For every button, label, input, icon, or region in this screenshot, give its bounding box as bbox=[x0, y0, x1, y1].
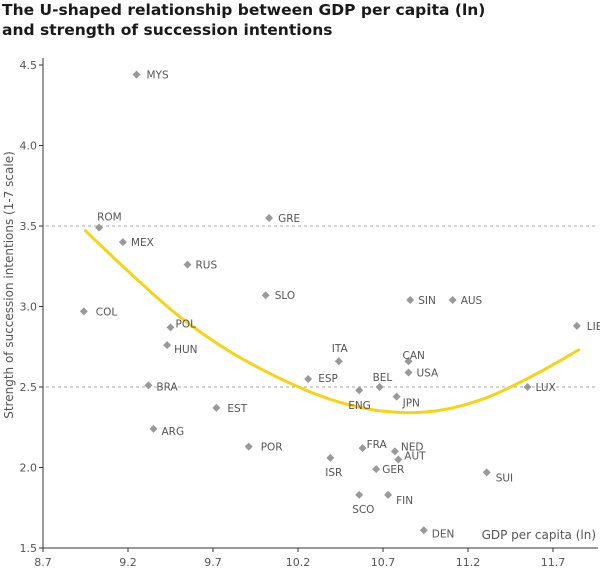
point-marker-lie bbox=[572, 321, 581, 330]
point-label-est: EST bbox=[227, 403, 247, 415]
point-label-pol: POL bbox=[176, 318, 197, 330]
point-marker-esp bbox=[304, 374, 313, 383]
point-marker-ned bbox=[390, 447, 399, 456]
axis-layer: 1.5 2.0 2.5 3.0 3.5 4.0 4.5 8.7 9.2 9.7 10.2 10.7 11… bbox=[20, 58, 598, 569]
point-label-bra: BRA bbox=[156, 381, 178, 393]
point-marker-aut bbox=[394, 455, 403, 464]
point-label-usa: USA bbox=[417, 368, 440, 380]
point-label-sui: SUI bbox=[496, 472, 513, 484]
x-tick-label: 9.2 bbox=[119, 556, 137, 569]
point-marker-pol bbox=[166, 323, 175, 332]
y-tick-label: 3.0 bbox=[20, 301, 38, 314]
point-marker-por bbox=[244, 442, 253, 451]
point-marker-fra bbox=[358, 444, 367, 453]
point-label-eng: ENG bbox=[348, 400, 371, 412]
point-label-rom: ROM bbox=[97, 212, 122, 224]
x-tick-label: 9.7 bbox=[204, 556, 222, 569]
point-marker-sin bbox=[406, 296, 415, 305]
point-label-ita: ITA bbox=[332, 343, 349, 355]
point-marker-den bbox=[419, 526, 428, 535]
trend-curve bbox=[84, 229, 580, 415]
trend-layer bbox=[84, 229, 580, 415]
point-layer: MYS ROM MEX GRE RUS SLO COL POL HUN BRA EST ARG POR I… bbox=[79, 70, 600, 540]
point-label-aut: AUT bbox=[404, 450, 426, 462]
y-tick-label: 3.5 bbox=[20, 220, 38, 233]
point-label-isr: ISR bbox=[325, 467, 342, 479]
point-marker-ita bbox=[334, 357, 343, 366]
point-label-ned: NED bbox=[401, 441, 424, 453]
point-marker-usa bbox=[404, 368, 413, 377]
point-marker-isr bbox=[326, 453, 335, 462]
y-tick-label: 2.0 bbox=[20, 462, 38, 475]
point-marker-bel bbox=[375, 383, 384, 391]
point-label-ger: GER bbox=[382, 464, 404, 476]
point-label-can: CAN bbox=[403, 350, 425, 362]
grid-layer bbox=[40, 225, 598, 388]
y-tick-label: 4.0 bbox=[20, 140, 38, 153]
point-marker-gre bbox=[265, 213, 274, 222]
point-marker-aus bbox=[448, 296, 457, 305]
x-axis-label: GDP per capita (ln) bbox=[482, 528, 596, 542]
point-marker-col bbox=[79, 307, 88, 316]
point-label-hun: HUN bbox=[174, 344, 197, 356]
point-label-mys: MYS bbox=[147, 70, 169, 82]
point-marker-arg bbox=[149, 424, 158, 433]
point-label-arg: ARG bbox=[162, 426, 185, 438]
point-marker-lux bbox=[523, 383, 532, 391]
x-tick-label: 11.2 bbox=[456, 556, 481, 569]
chart-title: The U-shaped relationship between GDP pe… bbox=[2, 1, 486, 39]
point-label-rus: RUS bbox=[196, 260, 218, 272]
point-marker-est bbox=[212, 403, 221, 412]
point-marker-hun bbox=[163, 341, 172, 350]
point-label-gre: GRE bbox=[278, 213, 300, 225]
point-label-esp: ESP bbox=[318, 373, 338, 385]
y-tick-label: 4.5 bbox=[20, 59, 38, 72]
point-marker-sco bbox=[355, 490, 364, 499]
point-label-bel: BEL bbox=[373, 372, 393, 384]
point-marker-fin bbox=[384, 490, 393, 499]
point-marker-eng bbox=[355, 386, 364, 395]
point-marker-slo bbox=[261, 291, 270, 300]
y-tick-label: 2.5 bbox=[20, 381, 38, 394]
point-marker-sui bbox=[482, 468, 491, 477]
point-marker-mex bbox=[118, 238, 127, 247]
point-label-sin: SIN bbox=[418, 295, 436, 307]
point-marker-can bbox=[404, 357, 413, 366]
point-marker-mys bbox=[132, 70, 141, 79]
x-tick-label: 10.2 bbox=[286, 556, 311, 569]
point-label-fin: FIN bbox=[396, 495, 413, 507]
y-axis-label: Strength of succession intentions (1-7 s… bbox=[2, 151, 16, 419]
point-label-den: DEN bbox=[432, 528, 455, 540]
point-label-fra: FRA bbox=[367, 439, 388, 451]
point-marker-bra bbox=[144, 381, 153, 390]
point-label-slo: SLO bbox=[275, 290, 295, 302]
point-label-jpn: JPN bbox=[402, 398, 420, 410]
point-label-mex: MEX bbox=[131, 237, 154, 249]
point-label-col: COL bbox=[96, 306, 118, 318]
point-marker-jpn bbox=[392, 392, 401, 401]
point-marker-rom bbox=[95, 223, 104, 232]
x-tick-label: 8.7 bbox=[34, 556, 52, 569]
point-marker-ger bbox=[372, 465, 381, 474]
x-tick-label: 10.7 bbox=[371, 556, 396, 569]
point-label-por: POR bbox=[261, 442, 283, 454]
point-label-lie: LIE bbox=[587, 321, 600, 333]
point-marker-rus bbox=[183, 260, 192, 269]
point-label-aus: AUS bbox=[461, 295, 483, 307]
point-label-lux: LUX bbox=[536, 382, 556, 394]
point-label-sco: SCO bbox=[352, 504, 374, 516]
x-tick-label: 11.7 bbox=[541, 556, 566, 569]
y-tick-label: 1.5 bbox=[20, 542, 38, 555]
